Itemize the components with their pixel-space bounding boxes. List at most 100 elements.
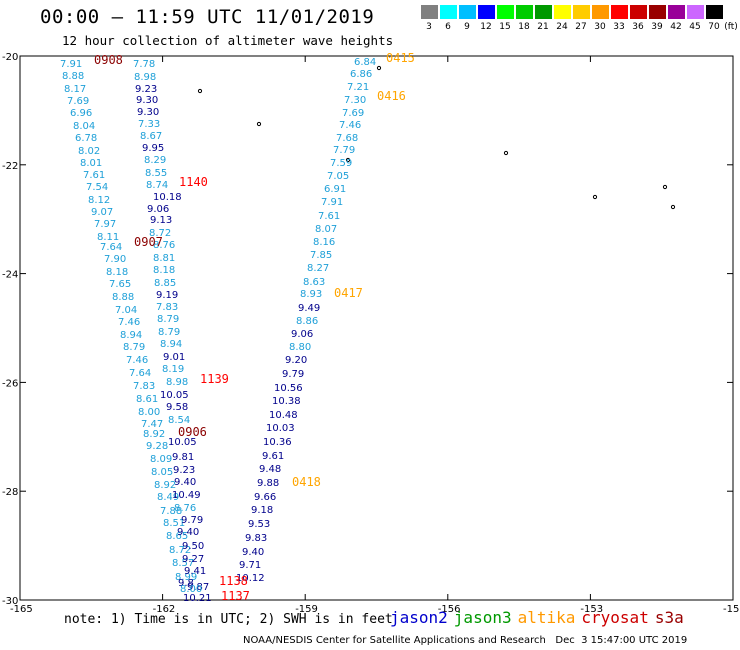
- wave-height-value: 7.69: [342, 108, 364, 119]
- wave-height-value: 9.13: [150, 215, 172, 226]
- wave-height-value: 8.81: [153, 253, 175, 264]
- wave-height-value: 8.99: [175, 572, 197, 583]
- lon-tick-label: -165: [10, 604, 33, 615]
- wave-height-value: 9.58: [166, 402, 188, 413]
- wave-height-value: 9.8: [178, 578, 194, 589]
- legend-jason2: jason2: [390, 608, 448, 627]
- wave-height-value: 9.40: [174, 477, 196, 488]
- wave-height-value: 6.96: [70, 108, 92, 119]
- pass-time-label: 0908: [94, 53, 123, 67]
- island-marker: [592, 194, 598, 200]
- wave-height-value: 7.83: [156, 302, 178, 313]
- wave-height-value: 10.05: [160, 390, 189, 401]
- wave-height-value: 8.79: [158, 327, 180, 338]
- pass-time-label: 0906: [178, 425, 207, 439]
- pass-time-label: 0418: [292, 475, 321, 489]
- wave-height-value: 9.23: [173, 465, 195, 476]
- wave-height-value: 7.64: [100, 242, 122, 253]
- lon-tick-label: -150: [723, 604, 740, 615]
- wave-height-value: 9.87: [187, 582, 209, 593]
- wave-height-value: 8.79: [157, 314, 179, 325]
- wave-height-value: 8.61: [136, 394, 158, 405]
- colorbar-label: 9: [464, 22, 470, 32]
- wave-height-value: 7.90: [104, 254, 126, 265]
- wave-height-value: 7.69: [67, 96, 89, 107]
- wave-height-value: 8.98: [166, 377, 188, 388]
- note-text: note: 1) Time is in UTC; 2) SWH is in fe…: [64, 612, 393, 627]
- wave-height-value: 7.46: [339, 120, 361, 131]
- wave-height-value: 8.79: [123, 342, 145, 353]
- colorbar-label: 24: [556, 22, 568, 32]
- wave-height-value: 8.00: [180, 584, 202, 595]
- wave-height-value: 7.46: [126, 355, 148, 366]
- wave-height-value: 8.57: [172, 558, 194, 569]
- wave-height-value: 7.88: [160, 506, 182, 517]
- colorbar-label: 33: [613, 22, 625, 32]
- island-marker: [376, 65, 382, 71]
- wave-height-value: 9.71: [239, 560, 261, 571]
- colorbar-swatch: [630, 5, 647, 19]
- wave-height-value: 10.56: [274, 383, 303, 394]
- wave-height-value: 10.49: [172, 490, 201, 501]
- island-marker: [345, 157, 351, 163]
- wave-height-value: 9.95: [142, 143, 164, 154]
- wave-height-value: 9.01: [163, 352, 185, 363]
- wave-height-value: 8.01: [80, 158, 102, 169]
- colorbar-swatch: [706, 5, 723, 19]
- wave-height-value: 7.54: [86, 182, 108, 193]
- wave-height-value: 8.00: [138, 407, 160, 418]
- lat-tick-label: -20: [2, 52, 18, 63]
- wave-height-value: 9.40: [242, 547, 264, 558]
- wave-height-value: 8.85: [154, 278, 176, 289]
- wave-height-value: 8.04: [73, 121, 95, 132]
- wave-height-value: 9.81: [172, 452, 194, 463]
- island-marker: [503, 150, 509, 156]
- colorbar-swatch: [668, 5, 685, 19]
- wave-height-value: 10.36: [263, 437, 292, 448]
- pass-time-label: 0415: [386, 51, 415, 65]
- colorbar-swatch: [497, 5, 514, 19]
- colorbar-label: 12: [480, 22, 492, 32]
- wave-height-value: 10.38: [272, 396, 301, 407]
- wave-height-value: 8.27: [307, 263, 329, 274]
- colorbar-swatch: [573, 5, 590, 19]
- wave-height-value: 8.80: [289, 342, 311, 353]
- wave-height-value: 7.85: [310, 250, 332, 261]
- colorbar-label: 21: [537, 22, 549, 32]
- wave-height-value: 9.83: [245, 533, 267, 544]
- pass-time-label: 0416: [377, 89, 406, 103]
- wave-height-value: 8.19: [162, 364, 184, 375]
- wave-height-value: 8.55: [145, 168, 167, 179]
- wave-height-value: 8.65: [166, 531, 188, 542]
- wave-height-value: 7.68: [336, 133, 358, 144]
- wave-height-value: 9.49: [298, 303, 320, 314]
- colorbar-swatch: [687, 5, 704, 19]
- wave-height-value: 10.18: [153, 192, 182, 203]
- wave-height-value: 8.51: [163, 518, 185, 529]
- wave-height-value: 8.54: [168, 415, 190, 426]
- wave-height-value: 6.86: [350, 69, 372, 80]
- island-marker: [256, 121, 262, 127]
- wave-height-value: 7.59: [330, 158, 352, 169]
- colorbar-swatch: [440, 5, 457, 19]
- wave-height-value: 8.86: [296, 316, 318, 327]
- wave-height-value: 8.88: [62, 71, 84, 82]
- wave-height-value: 7.46: [118, 317, 140, 328]
- satellite-legend: jason2 jason3 altika cryosat s3a: [390, 608, 690, 627]
- legend-s3a: s3a: [654, 608, 684, 627]
- legend-jason3: jason3: [453, 608, 512, 627]
- lon-tick-label: -156: [438, 604, 461, 615]
- wave-height-value: 8.12: [88, 195, 110, 206]
- legend-altika: altika: [517, 608, 576, 627]
- wave-height-value: 9.79: [282, 369, 304, 380]
- lon-tick-label: -162: [153, 604, 176, 615]
- wave-height-value: 9.18: [251, 505, 273, 516]
- colorbar-label: 45: [689, 22, 701, 32]
- wave-height-value: 7.64: [129, 368, 151, 379]
- page-title: 00:00 — 11:59 UTC 11/01/2019: [40, 6, 375, 28]
- wave-height-value: 8.94: [160, 339, 182, 350]
- colorbar-swatch: [421, 5, 438, 19]
- wave-height-value: 7.47: [141, 419, 163, 430]
- wave-height-value: 8.16: [313, 237, 335, 248]
- wave-height-value: 6.84: [354, 57, 376, 68]
